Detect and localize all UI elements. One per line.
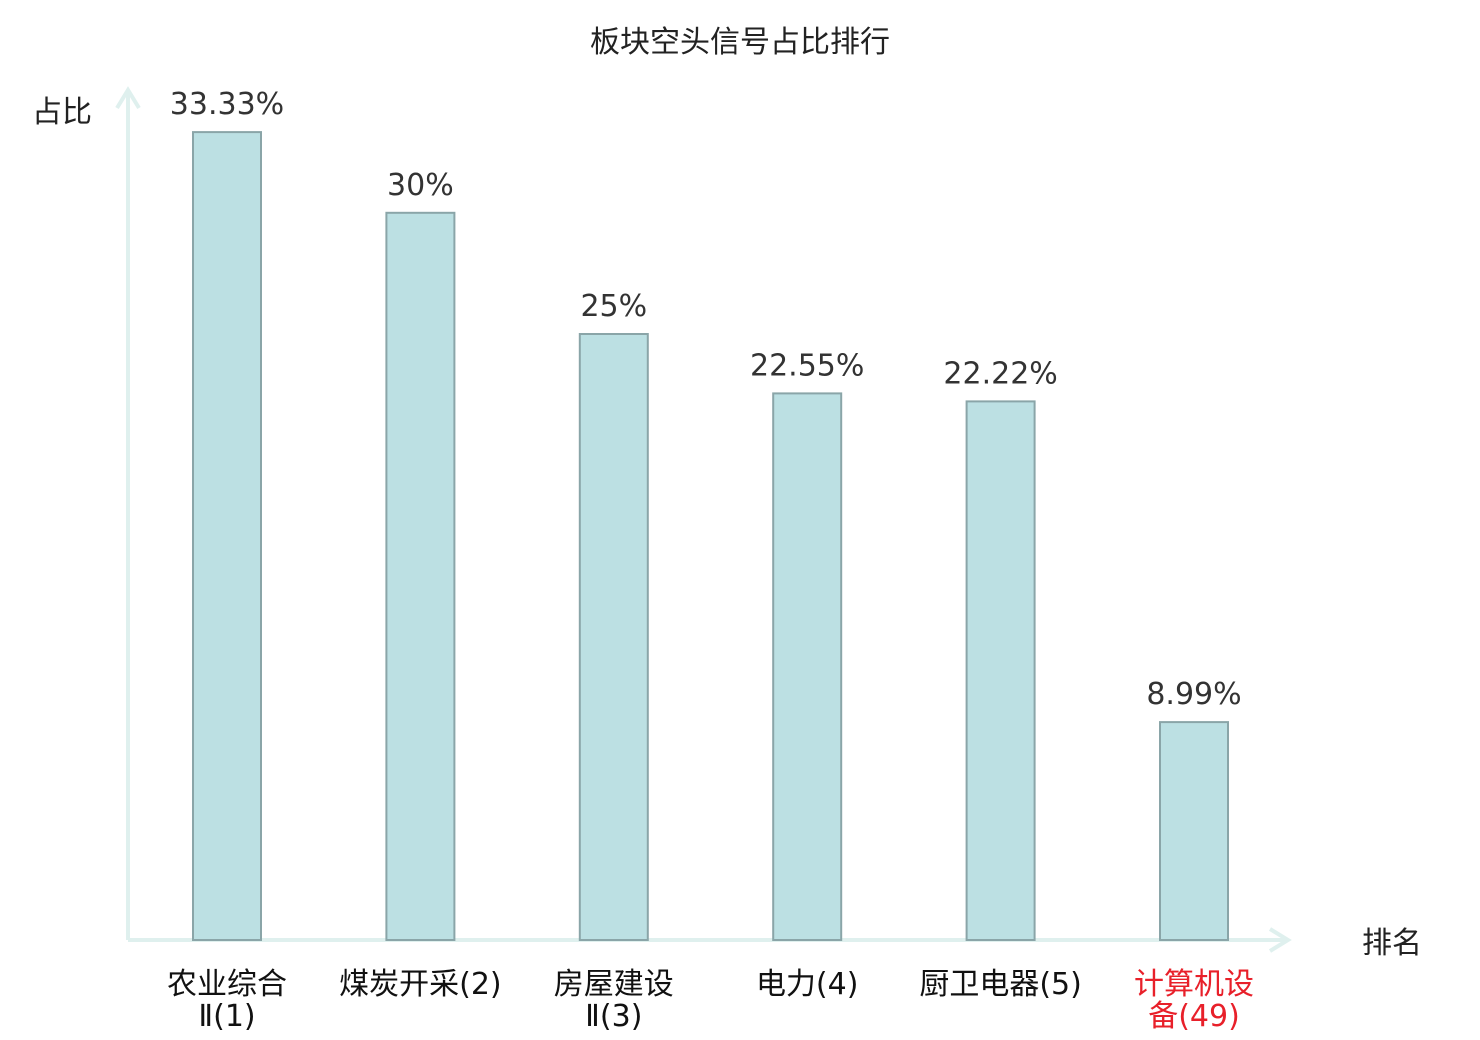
x-axis-label: 排名 xyxy=(1362,926,1422,961)
category-label: 计算机设备(49) xyxy=(1134,967,1254,1034)
y-axis xyxy=(115,86,141,940)
category-label-line: Ⅱ(1) xyxy=(198,999,255,1034)
bars-group xyxy=(192,131,1229,942)
category-labels-group: 农业综合 Ⅱ(1) 煤炭开采(2) 房屋建设 Ⅱ(3) 电力(4) 厨卫电器(5) 计算机设备… xyxy=(167,967,1254,1034)
category-label-line: Ⅱ(3) xyxy=(585,999,642,1034)
value-label: 30% xyxy=(387,168,454,203)
y-axis-label: 占比 xyxy=(32,95,92,130)
bar xyxy=(965,400,1036,941)
value-labels-group: 33.33% 30% 25% 22.55% 22.22% 8.99% xyxy=(170,87,1242,712)
category-label-line: 农业综合 xyxy=(167,967,287,1002)
category-label: 煤炭开采(2) xyxy=(339,967,502,1002)
value-label: 22.22% xyxy=(943,356,1057,391)
category-label: 农业综合 Ⅱ(1) xyxy=(167,967,287,1034)
bar xyxy=(1159,721,1229,941)
value-label: 33.33% xyxy=(170,87,284,122)
x-axis xyxy=(128,927,1292,953)
category-label: 厨卫电器(5) xyxy=(919,967,1082,1002)
value-label: 25% xyxy=(580,289,647,324)
bar xyxy=(772,392,843,941)
value-label: 8.99% xyxy=(1146,677,1241,712)
bar xyxy=(192,131,262,942)
category-label-line: 备(49) xyxy=(1148,999,1240,1034)
category-label-line: 煤炭开采(2) xyxy=(339,967,502,1002)
category-label: 电力(4) xyxy=(756,967,859,1002)
bar xyxy=(578,333,649,941)
category-label-line: 计算机设 xyxy=(1134,967,1254,1002)
category-label-line: 厨卫电器(5) xyxy=(919,967,1082,1002)
chart-title: 板块空头信号占比排行 xyxy=(590,25,890,60)
value-label: 22.55% xyxy=(750,348,864,383)
bar xyxy=(385,211,456,942)
category-label-line: 电力(4) xyxy=(756,967,859,1002)
category-label-line: 房屋建设 xyxy=(554,967,674,1002)
category-label: 房屋建设 Ⅱ(3) xyxy=(554,967,674,1034)
